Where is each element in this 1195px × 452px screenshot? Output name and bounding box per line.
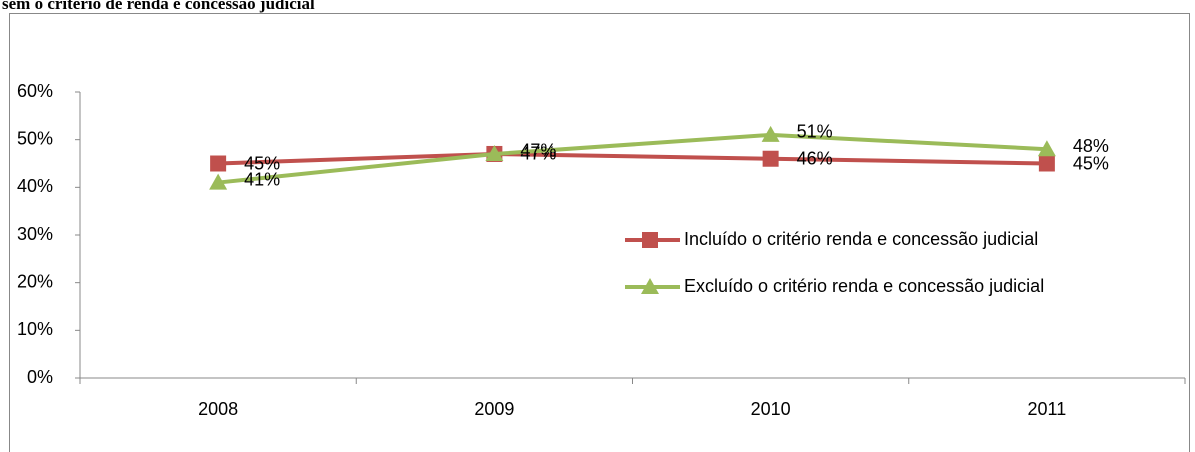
series-line: [217, 132, 1047, 185]
legend-marker: [642, 232, 658, 248]
y-tick-label: 0%: [27, 367, 53, 387]
legend-label: Incluído o critério renda e concessão ju…: [684, 229, 1038, 249]
data-point: [210, 155, 227, 172]
y-tick-label: 10%: [17, 319, 53, 339]
data-label: 47%: [520, 141, 556, 161]
data-point: [761, 125, 780, 142]
legend-marker: [641, 278, 659, 294]
data-point: [209, 173, 228, 190]
x-tick-label: 2011: [1028, 399, 1067, 419]
y-tick-label: 30%: [17, 224, 53, 244]
chart-title: sem o critério de renda e concessão judi…: [2, 0, 315, 13]
y-tick-label: 60%: [17, 81, 53, 101]
series-line: [218, 151, 1047, 166]
data-point: [762, 150, 779, 167]
data-point: [1038, 155, 1055, 172]
y-tick-label: 20%: [17, 271, 53, 291]
data-label: 45%: [1073, 153, 1109, 173]
x-tick-label: 2010: [751, 399, 791, 419]
y-tick-label: 50%: [17, 128, 53, 148]
x-tick-label: 2008: [198, 399, 238, 419]
y-tick-label: 40%: [17, 176, 53, 196]
data-label: 46%: [797, 148, 833, 168]
legend-label: Excluído o critério renda e concessão ju…: [684, 276, 1044, 296]
data-label: 41%: [244, 169, 280, 189]
data-label: 51%: [797, 122, 833, 142]
data-point: [485, 144, 504, 161]
data-label: 48%: [1073, 136, 1109, 156]
chart-border: [9, 13, 1190, 452]
data-label: 45%: [244, 153, 280, 173]
data-point: [1037, 140, 1056, 157]
x-tick-label: 2009: [474, 399, 514, 419]
